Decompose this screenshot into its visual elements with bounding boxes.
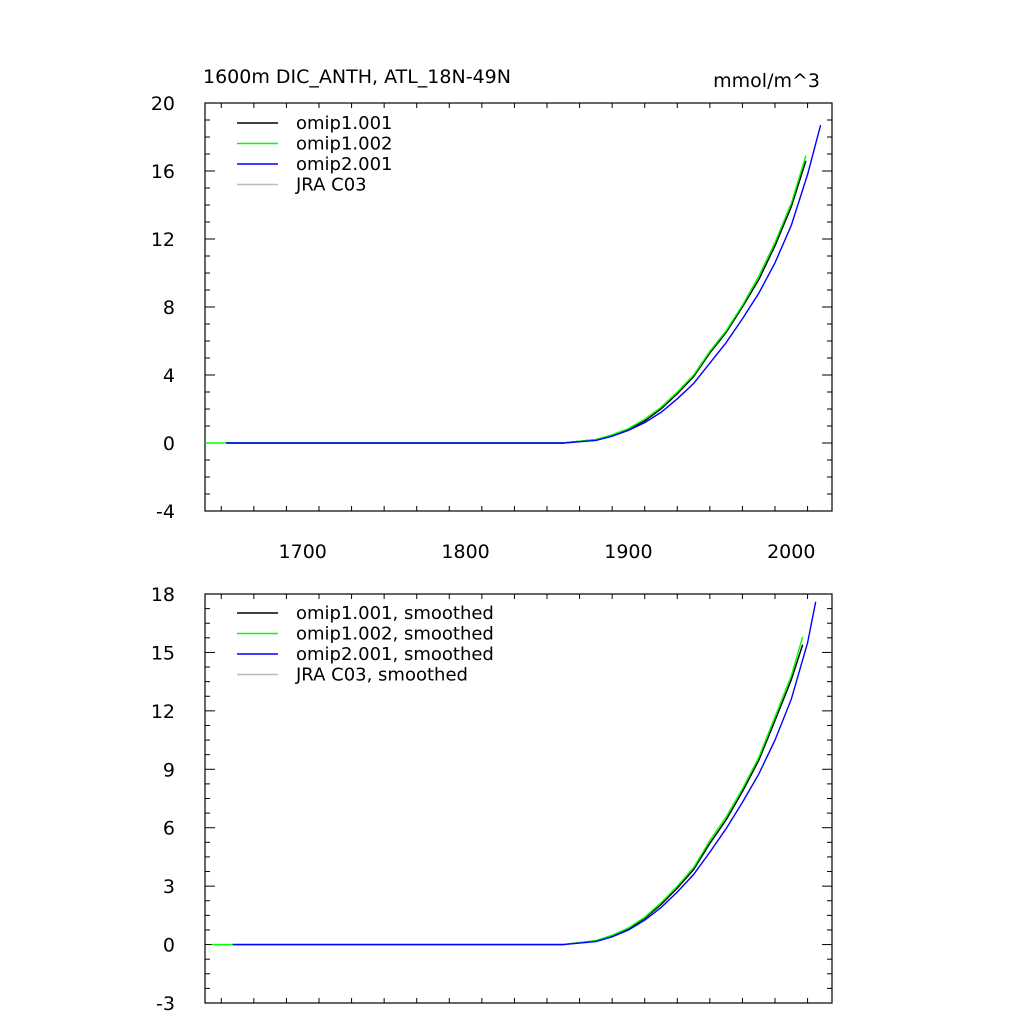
series-line [211,636,804,946]
x-tick-label: 1900 [604,541,652,563]
bottom-panel-lines [211,601,817,946]
y-tick-label: 0 [163,935,175,957]
top-panel: 1600m DIC_ANTH, ATL_18N-49N mmol/m^3 -4 0… [151,66,833,563]
y-tick-label: 20 [151,93,175,115]
y-tick-label: 15 [151,642,175,664]
y-tick-label: 9 [163,759,175,781]
y-tick-label: 4 [163,365,175,387]
y-tick-label: 18 [151,584,175,606]
y-tick-label: -4 [156,501,175,523]
x-tick-label: 1800 [441,541,489,563]
series-line [232,601,817,946]
y-tick-label: 12 [151,701,175,723]
y-tick-label: 8 [163,297,175,319]
bottom-panel: -3 0 3 6 9 12 15 18 omip1.001, smoothedomip1.00… [151,584,833,1015]
units-label: mmol/m^3 [713,70,820,92]
series-line [205,155,807,444]
series-line [226,124,822,444]
legend-label: JRA C03 [295,175,367,196]
legend-label: omip1.001 [296,113,393,134]
y-tick-label: -3 [156,993,175,1015]
legend-label: omip2.001 [296,154,393,175]
legend-label: omip1.001, smoothed [296,603,494,624]
legend-label: omip1.002 [296,134,393,155]
y-tick-label: 0 [163,433,175,455]
top-panel-ticks: -4 0 4 8 12 16 20 1700 1800 1900 2000 [151,93,832,563]
y-tick-label: 12 [151,229,175,251]
bottom-panel-ticks: -3 0 3 6 9 12 15 18 [151,584,832,1015]
legend-label: JRA C03, smoothed [295,665,468,686]
chart-title: 1600m DIC_ANTH, ATL_18N-49N [203,66,511,88]
y-tick-label: 16 [151,161,175,183]
x-tick-label: 2000 [767,541,815,563]
legend-label: omip2.001, smoothed [296,644,494,665]
legend-label: omip1.002, smoothed [296,624,494,645]
x-tick-label: 1700 [279,541,327,563]
top-panel-lines [205,124,822,444]
y-tick-label: 3 [163,876,175,898]
y-tick-label: 6 [163,818,175,840]
